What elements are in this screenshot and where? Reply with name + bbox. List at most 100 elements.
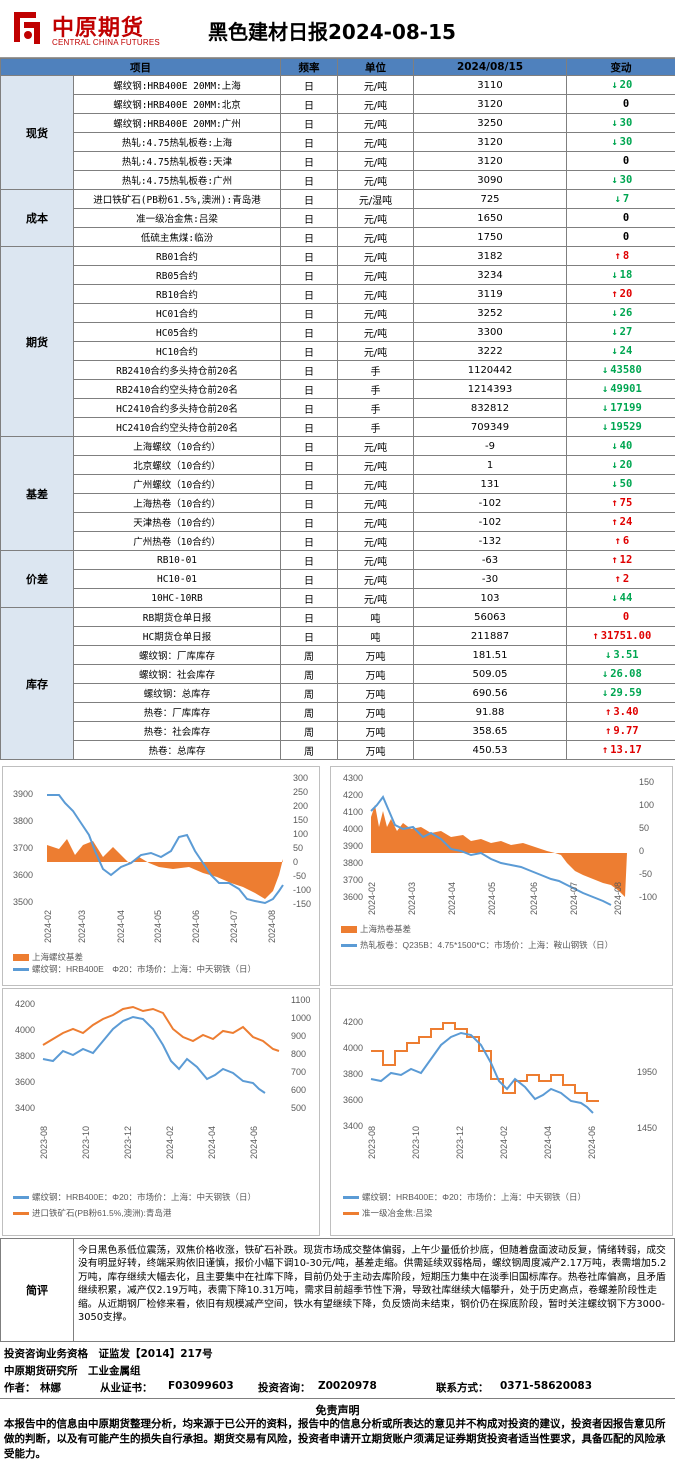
legend-swatch — [13, 954, 29, 962]
tick-label: 900 — [291, 1031, 306, 1041]
arrow-up-icon: ↑ — [611, 516, 618, 528]
table-row: 热卷：总库存周万吨 450.53 ↑ 13.17 — [1, 740, 675, 760]
tick-label: 3800 — [343, 858, 363, 868]
x-tick-label: 2024-02 — [165, 1126, 175, 1159]
left-axis-ticks: 3900 3800 3700 3600 3500 — [13, 789, 33, 907]
chart-legend: 上海热卷基差 热轧板卷：Q235B：4.75*1500*C：市场价：上海：鞍山钢… — [341, 923, 666, 951]
value-cell: 690.56 — [413, 683, 567, 703]
item-cell: 广州热卷（10合约） — [73, 531, 281, 551]
change-value: 50 — [619, 478, 633, 490]
change-value: 0 — [622, 231, 630, 243]
value-cell: 181.51 — [413, 645, 567, 665]
rebar-price-line — [42, 1015, 266, 1094]
category-cell: 期货 — [0, 246, 74, 437]
tick-label: 150 — [293, 815, 308, 825]
arrow-down-icon: ↓ — [611, 307, 618, 319]
chart-legend: 螺纹钢：HRB400E：Φ20：市场价：上海：中天钢铁（日） 准一级冶金焦:吕梁 — [343, 1191, 668, 1219]
tick-label: 100 — [639, 800, 654, 810]
change-cell: ↓ 30 — [566, 113, 675, 133]
value-cell: 103 — [413, 588, 567, 608]
freq-cell: 周 — [280, 645, 338, 665]
arrow-up-icon: ↑ — [605, 706, 612, 718]
table-row: HC10合约日元/吨 3222 ↓ 24 — [1, 341, 675, 361]
freq-cell: 日 — [280, 436, 338, 456]
change-cell: ↑ 9.77 — [566, 721, 675, 741]
legend-swatch — [341, 926, 357, 934]
change-value: 49901 — [610, 383, 642, 395]
freq-cell: 周 — [280, 683, 338, 703]
freq-cell: 日 — [280, 626, 338, 646]
legend-swatch — [343, 1212, 359, 1216]
legend-swatch — [13, 1212, 29, 1216]
tick-label: 3800 — [343, 1069, 363, 1079]
consult-label: 投资咨询： — [258, 1382, 311, 1394]
change-value: 44 — [619, 592, 633, 604]
value-cell: -102 — [413, 512, 567, 532]
value-cell: 1214393 — [413, 379, 567, 399]
tick-label: -50 — [639, 869, 652, 879]
freq-cell: 日 — [280, 246, 338, 266]
item-cell: HC2410合约空头持仓前20名 — [73, 417, 281, 437]
tick-label: -100 — [293, 885, 311, 895]
report-footer: 投资咨询业务资格 证监发【2014】217号 中原期货研究所 工业金属组 作者：… — [0, 1342, 675, 1471]
arrow-down-icon: ↓ — [602, 383, 609, 395]
tick-label: 1950 — [637, 1067, 657, 1077]
value-cell: 3222 — [413, 341, 567, 361]
table-row: 北京螺纹（10合约）日元/吨 1 ↓ 20 — [1, 455, 675, 475]
change-value: 24 — [619, 345, 633, 357]
value-cell: 211887 — [413, 626, 567, 646]
change-cell: ↑ 13.17 — [566, 740, 675, 760]
disclaimer-text: 本报告中的信息由中原期货整理分析，均来源于已公开的资料，报告中的信息分析或所表达… — [4, 1418, 666, 1460]
item-cell: 螺纹钢:HRB400E 20MM:北京 — [73, 94, 281, 114]
item-cell: 上海热卷（10合约） — [73, 493, 281, 513]
arrow-down-icon: ↓ — [614, 193, 621, 205]
unit-cell: 元/吨 — [337, 455, 414, 475]
freq-cell: 日 — [280, 94, 338, 114]
col-header-item: 项目 — [0, 58, 281, 76]
x-tick-label: 2024-04 — [207, 1126, 217, 1159]
item-cell: RB05合约 — [73, 265, 281, 285]
change-value: 20 — [619, 459, 633, 471]
item-cell: RB2410合约多头持仓前20名 — [73, 360, 281, 380]
chart-rebar-vs-coke: 4200 4000 3800 3600 3400 1950 1450 2023-… — [330, 988, 673, 1236]
tick-label: 4100 — [343, 807, 363, 817]
change-cell: ↓ 26.08 — [566, 664, 675, 684]
freq-cell: 周 — [280, 721, 338, 741]
x-tick-label: 2023-08 — [367, 1126, 377, 1159]
freq-cell: 日 — [280, 208, 338, 228]
x-tick-label: 2024-05 — [487, 882, 497, 915]
table-row: HC10-01 日元/吨 -30 ↑ 2 — [1, 569, 675, 589]
x-axis: 2023-08 2023-10 2023-12 2024-02 2024-04 … — [367, 1126, 597, 1159]
arrow-down-icon: ↓ — [602, 668, 609, 680]
arrow-up-icon: ↑ — [614, 573, 621, 585]
col-header-date: 2024/08/15 — [413, 58, 567, 76]
table-row: 期货 RB01合约日元/吨 3182 ↑ 8 — [0, 246, 675, 437]
arrow-down-icon: ↓ — [611, 174, 618, 186]
arrow-down-icon: ↓ — [602, 687, 609, 699]
unit-cell: 元/吨 — [337, 341, 414, 361]
change-cell: ↑ 8 — [566, 246, 675, 266]
change-cell: ↓ 29.59 — [566, 683, 675, 703]
change-cell: ↑ 6 — [566, 531, 675, 551]
table-row: 广州热卷（10合约）日元/吨 -132 ↑ 6 — [1, 531, 675, 551]
author-label: 作者： — [4, 1382, 36, 1394]
arrow-down-icon: ↓ — [605, 649, 612, 661]
legend-swatch — [13, 968, 29, 972]
change-cell: ↓ 27 — [566, 322, 675, 342]
tick-label: 3600 — [343, 892, 363, 902]
tick-label: 3400 — [343, 1121, 363, 1131]
col-header-freq: 频率 — [280, 58, 338, 76]
unit-cell: 元/吨 — [337, 493, 414, 513]
tick-label: 800 — [291, 1049, 306, 1059]
change-cell: ↓ 40 — [566, 436, 675, 456]
legend-label: 螺纹钢：HRB400E Φ20：市场价：上海：中天钢铁（日） — [32, 964, 257, 974]
change-value: 9.77 — [613, 725, 639, 737]
tick-label: 4200 — [343, 790, 363, 800]
rebar-price-line — [370, 1031, 594, 1114]
change-value: 18 — [619, 269, 633, 281]
item-cell: 螺纹钢：社会库存 — [73, 664, 281, 684]
table-row: 10HC-10RB 日元/吨 103 ↓ 44 — [1, 588, 675, 608]
table-row: HC期货仓单日报日吨 211887 ↑ 31751.00 — [1, 626, 675, 646]
change-value: 43580 — [610, 364, 642, 376]
legend-label: 进口铁矿石(PB粉61.5%,澳洲):青岛港 — [32, 1208, 172, 1218]
